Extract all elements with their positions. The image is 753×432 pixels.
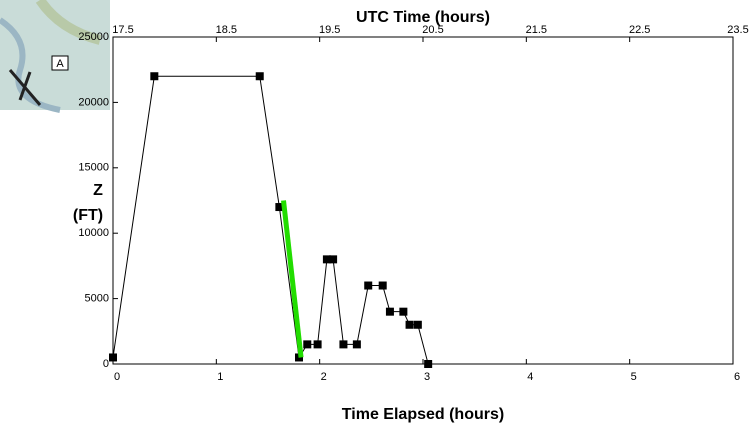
point [314, 340, 322, 348]
x-tick-label: 2 [321, 371, 327, 383]
x2-tick-label: 20.5 [422, 24, 443, 36]
page: {"map": {"label": "A"}, "chart_data": {"… [0, 0, 753, 432]
plot-frame [113, 37, 733, 364]
highlight-line [284, 201, 302, 358]
x-tick-label: 5 [631, 371, 637, 383]
y-axis-label: (FT) [73, 207, 103, 224]
y-axis-label: Z [93, 182, 103, 199]
point [424, 360, 432, 368]
y-tick-label: 10000 [78, 227, 109, 239]
x-tick-label: 0 [114, 371, 120, 383]
point [414, 321, 422, 329]
chart: A UTC Time (hours) Time Elapsed (hours) … [0, 0, 753, 432]
point [329, 255, 337, 263]
point [399, 308, 407, 316]
point [364, 282, 372, 290]
x-tick-label: 4 [527, 371, 533, 383]
point [379, 282, 387, 290]
x2-tick-label: 19.5 [319, 24, 340, 36]
point [339, 340, 347, 348]
y-tick-label: 5000 [85, 293, 109, 305]
x-axis-label: Time Elapsed (hours) [342, 406, 504, 423]
point [353, 340, 361, 348]
x2-tick-label: 22.5 [629, 24, 650, 36]
y-tick-label: 0 [103, 358, 109, 370]
x2-tick-label: 18.5 [216, 24, 237, 36]
x-tick-label: 6 [734, 371, 740, 383]
y-tick-label: 25000 [78, 31, 109, 43]
map-fragment: A [0, 0, 110, 110]
point [406, 321, 414, 329]
y-tick-label: 20000 [78, 96, 109, 108]
x2-tick-label: 17.5 [112, 24, 133, 36]
y-tick-label: 15000 [78, 162, 109, 174]
x2-tick-label: 21.5 [526, 24, 547, 36]
x2-tick-label: 23.5 [727, 24, 748, 36]
x-tick-label: 1 [217, 371, 223, 383]
point [303, 340, 311, 348]
series-line [113, 76, 428, 364]
point [150, 72, 158, 80]
x-tick-label: 3 [424, 371, 430, 383]
point [109, 353, 117, 361]
map-label: A [56, 58, 64, 70]
point [386, 308, 394, 316]
point [256, 72, 264, 80]
